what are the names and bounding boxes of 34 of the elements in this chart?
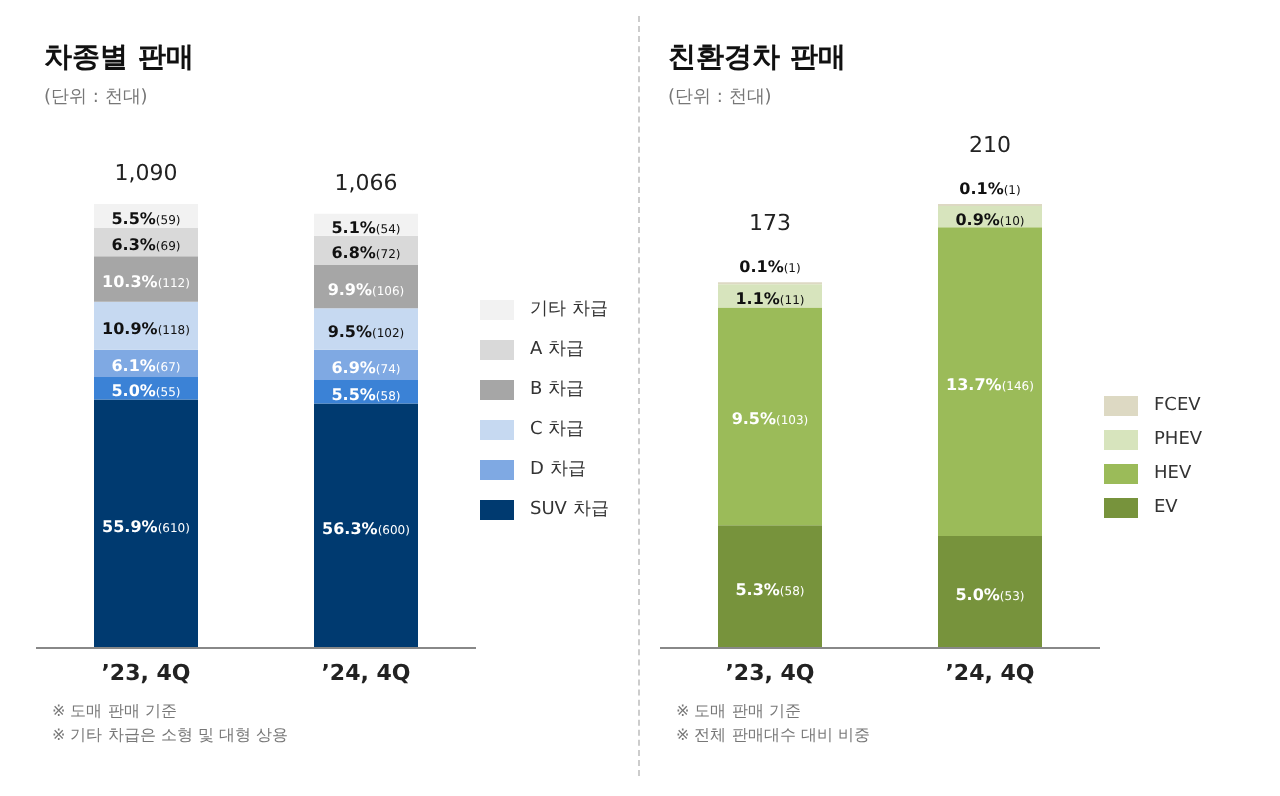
chart-title: 차종별 판매 — [44, 40, 194, 76]
text: ※ 도매 판매 기준 — [52, 700, 179, 724]
x-tick-label: ’23, 4Q — [725, 659, 815, 686]
legend-label: SUV 차급 — [530, 498, 609, 522]
legend-label: C 차급 — [530, 418, 585, 442]
total-label: 210 — [969, 132, 1011, 158]
chart-subtitle: (단위 : 천대) — [44, 86, 148, 110]
text: ※ 기타 차급은 소형 및 대형 상용 — [52, 724, 288, 748]
bar — [718, 307, 822, 526]
chart-title: 친환경차 판매 — [668, 40, 846, 76]
x-tick-label: ’23, 4Q — [101, 659, 191, 686]
chart-subtitle: (단위 : 천대) — [668, 86, 772, 110]
bar — [938, 535, 1042, 648]
legend-label: B 차급 — [530, 378, 585, 402]
legend-label: D 차급 — [530, 458, 586, 482]
bar — [718, 525, 822, 648]
bar — [938, 227, 1042, 536]
legend-label: PHEV — [1154, 430, 1203, 450]
legend-label: FCEV — [1154, 396, 1201, 416]
legend-label: HEV — [1154, 464, 1192, 484]
bar — [314, 308, 418, 350]
text: ※ 도매 판매 기준 — [676, 700, 803, 724]
bar — [94, 256, 198, 302]
total-label: 1,066 — [334, 169, 398, 196]
legend-label: 기타 차급 — [530, 298, 608, 322]
bar — [314, 403, 418, 648]
x-tick-label: ’24, 4Q — [321, 659, 411, 686]
text: ※ 전체 판매대수 대비 비중 — [676, 724, 870, 748]
total-label: 173 — [749, 210, 791, 237]
legend-label: A 차급 — [530, 338, 585, 362]
total-label: 1,090 — [114, 160, 178, 186]
x-tick-label: ’24, 4Q — [945, 659, 1035, 686]
legend-label: EV — [1154, 498, 1178, 518]
bar — [94, 399, 198, 648]
